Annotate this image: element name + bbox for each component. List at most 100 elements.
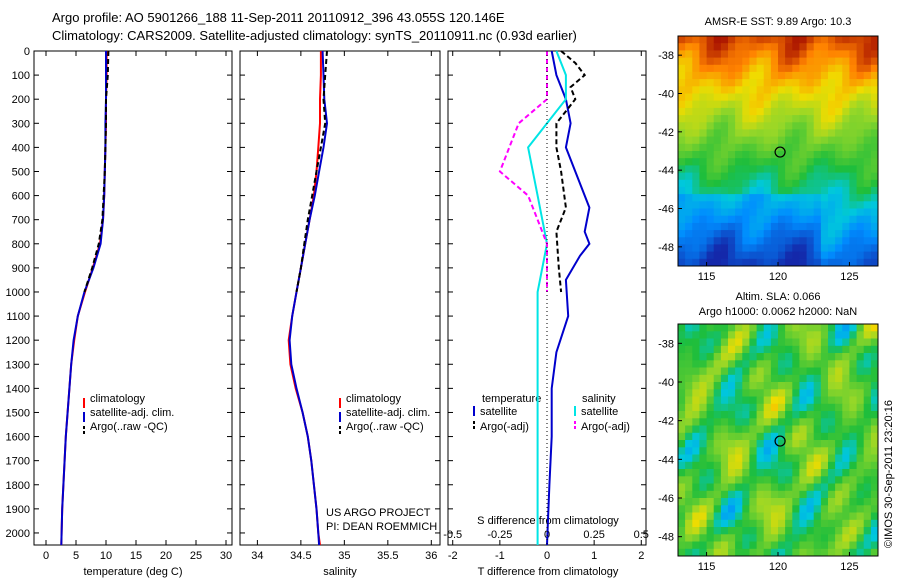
map-cell: [706, 432, 715, 441]
map-cell: [678, 158, 686, 166]
map-cell: [763, 447, 772, 456]
map-cell: [842, 345, 850, 354]
map-cell: [742, 57, 750, 66]
map-cell: [699, 151, 708, 159]
map-cell: [742, 476, 750, 485]
map-cell: [770, 440, 779, 448]
map-cell: [692, 100, 700, 109]
map-cell: [728, 36, 736, 44]
map-cell: [770, 100, 779, 109]
map-cell: [678, 151, 686, 159]
map-cell: [692, 454, 700, 463]
map-cell: [828, 512, 836, 521]
map-cell: [785, 360, 793, 369]
map-cell: [742, 186, 750, 195]
map-cell: [728, 57, 736, 66]
map-cell: [799, 360, 808, 369]
map-cell: [706, 331, 715, 340]
map-cell: [856, 115, 865, 123]
map-cell: [820, 71, 829, 80]
map-cell: [849, 179, 858, 188]
map-cell: [813, 201, 822, 210]
map-cell: [799, 43, 808, 51]
map-cell: [849, 360, 858, 369]
map-cell: [813, 151, 822, 159]
map-cell: [728, 534, 736, 543]
map-cell: [692, 541, 700, 550]
map-cell: [763, 93, 772, 102]
map-cell: [678, 498, 686, 506]
map-cell: [785, 158, 793, 166]
map-cell: [785, 534, 793, 543]
map-cell: [692, 258, 700, 266]
map-cell: [828, 440, 836, 448]
map-cell: [713, 418, 722, 427]
map-cell: [720, 165, 729, 174]
map-cell: [685, 107, 693, 116]
map-cell: [870, 194, 878, 202]
map-cell: [870, 447, 878, 456]
map-cell: [813, 331, 822, 340]
map-cell: [842, 50, 850, 59]
map-cell: [792, 194, 800, 202]
map-cell: [863, 43, 872, 51]
map-cell: [870, 324, 878, 332]
map-cell: [863, 237, 872, 246]
map-cell: [699, 403, 708, 412]
map-cell: [692, 244, 700, 253]
map-cell: [799, 476, 808, 485]
map-cell: [720, 208, 729, 217]
map-cell: [799, 382, 808, 390]
map-cell: [742, 143, 750, 152]
map-cell: [820, 244, 829, 253]
map-cell: [720, 382, 729, 390]
map-cell: [842, 93, 850, 102]
map-cell: [856, 374, 865, 383]
map-cell: [713, 345, 722, 354]
map-cell: [856, 469, 865, 477]
map-cell: [706, 527, 715, 535]
map-cell: [835, 440, 843, 448]
sla-map-field: [678, 324, 878, 556]
map-cell: [685, 215, 693, 224]
map-cell: [820, 396, 829, 405]
map-cell: [778, 237, 786, 246]
map-cell: [728, 107, 736, 116]
map-cell: [856, 338, 865, 347]
map-cell: [785, 136, 793, 145]
map-cell: [749, 57, 758, 66]
y-tick-label: 1800: [6, 480, 30, 492]
map-cell: [749, 136, 758, 145]
map-cell: [756, 222, 765, 231]
map-cell: [856, 490, 865, 499]
map-cell: [828, 64, 836, 73]
map-cell: [778, 418, 786, 427]
map-cell: [778, 222, 786, 231]
map-cell: [806, 382, 815, 390]
map-cell: [763, 129, 772, 138]
map-cell: [828, 165, 836, 174]
map-cell: [835, 143, 843, 152]
map-cell: [799, 64, 808, 73]
map-cell: [699, 100, 708, 109]
map-cell: [820, 353, 829, 361]
map-cell: [742, 93, 750, 102]
map-cell: [842, 490, 850, 499]
map-cell: [742, 519, 750, 528]
map-cell: [678, 251, 686, 260]
map-cell: [792, 237, 800, 246]
map-cell: [742, 86, 750, 95]
map-cell: [770, 374, 779, 383]
series-line-argo-raw-qc-: [295, 50, 328, 293]
map-cell: [763, 324, 772, 332]
map-cell: [763, 57, 772, 66]
map-cell: [835, 403, 843, 412]
map-cell: [863, 86, 872, 95]
map-cell: [849, 208, 858, 217]
profile-plots: 0 5 10 15 20 25 300100200300400500600700800900…: [6, 35, 879, 573]
map-cell: [820, 338, 829, 347]
map-cell: [685, 179, 693, 188]
map-cell: [806, 151, 815, 159]
map-cell: [678, 338, 686, 347]
map-cell: [863, 345, 872, 354]
